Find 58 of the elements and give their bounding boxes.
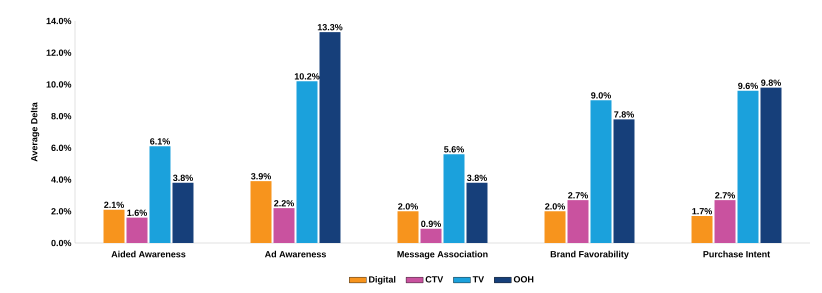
data-label: 2.2% [274, 200, 294, 206]
bar [398, 211, 419, 243]
y-tick-label: 0.0% [51, 240, 72, 246]
data-label: 6.1% [150, 138, 170, 145]
bar [172, 182, 194, 243]
data-label: 10.2% [294, 73, 320, 80]
bar [613, 119, 634, 243]
data-label: 1.6% [127, 210, 147, 216]
y-tick-label: 2.0% [51, 208, 72, 214]
data-label: 2.0% [545, 203, 565, 210]
bar [544, 211, 566, 243]
y-tick-label: 12.0% [46, 50, 72, 56]
data-label: 0.9% [421, 220, 441, 228]
data-label: 2.7% [568, 192, 588, 198]
bar [420, 228, 442, 243]
data-label: 7.8% [614, 111, 634, 118]
y-tick-label: 8.0% [51, 112, 72, 120]
y-tick-label: 4.0% [51, 176, 72, 183]
data-label: 3.8% [466, 174, 487, 182]
y-tick-label: 10.0% [46, 81, 72, 88]
bar [714, 200, 736, 243]
bar [126, 218, 148, 243]
data-label: 2.0% [398, 203, 418, 210]
x-tick-label: Ad Awareness [264, 250, 326, 258]
bar [274, 208, 295, 243]
y-axis-title: Average Delta [30, 102, 40, 162]
x-tick-label: Purchase Intent [703, 250, 770, 258]
bar [738, 90, 759, 243]
data-label: 9.8% [761, 80, 781, 86]
bar [296, 81, 318, 243]
bar [692, 216, 713, 243]
x-tick-label: Brand Favorability [550, 250, 629, 260]
data-label: 13.3% [318, 24, 342, 30]
bar [568, 200, 589, 243]
legend-label: OOH [514, 276, 534, 283]
data-label: 3.8% [172, 174, 193, 182]
data-label: 3.9% [251, 173, 271, 180]
data-label: 9.6% [738, 82, 758, 90]
y-tick-label: 6.0% [51, 144, 72, 152]
data-label: 9.0% [591, 92, 611, 99]
bar [444, 154, 464, 243]
bar [104, 210, 125, 243]
legend-label: Digital [369, 276, 396, 284]
x-tick-label: Message Association [398, 250, 488, 260]
data-label: 2.1% [104, 202, 124, 208]
legend-label: CTV [426, 276, 444, 283]
bar [319, 32, 340, 243]
data-label: 5.6% [444, 146, 464, 153]
bar [149, 146, 170, 243]
data-label: 1.7% [692, 208, 712, 214]
bar [466, 182, 488, 243]
y-tick-label: 14.0% [46, 18, 72, 24]
bar [760, 88, 782, 243]
legend-label: TV [472, 276, 484, 282]
data-label: 2.7% [715, 192, 735, 198]
bar [590, 100, 612, 243]
bar [250, 181, 272, 243]
x-tick-label: Aided Awareness [111, 250, 186, 258]
